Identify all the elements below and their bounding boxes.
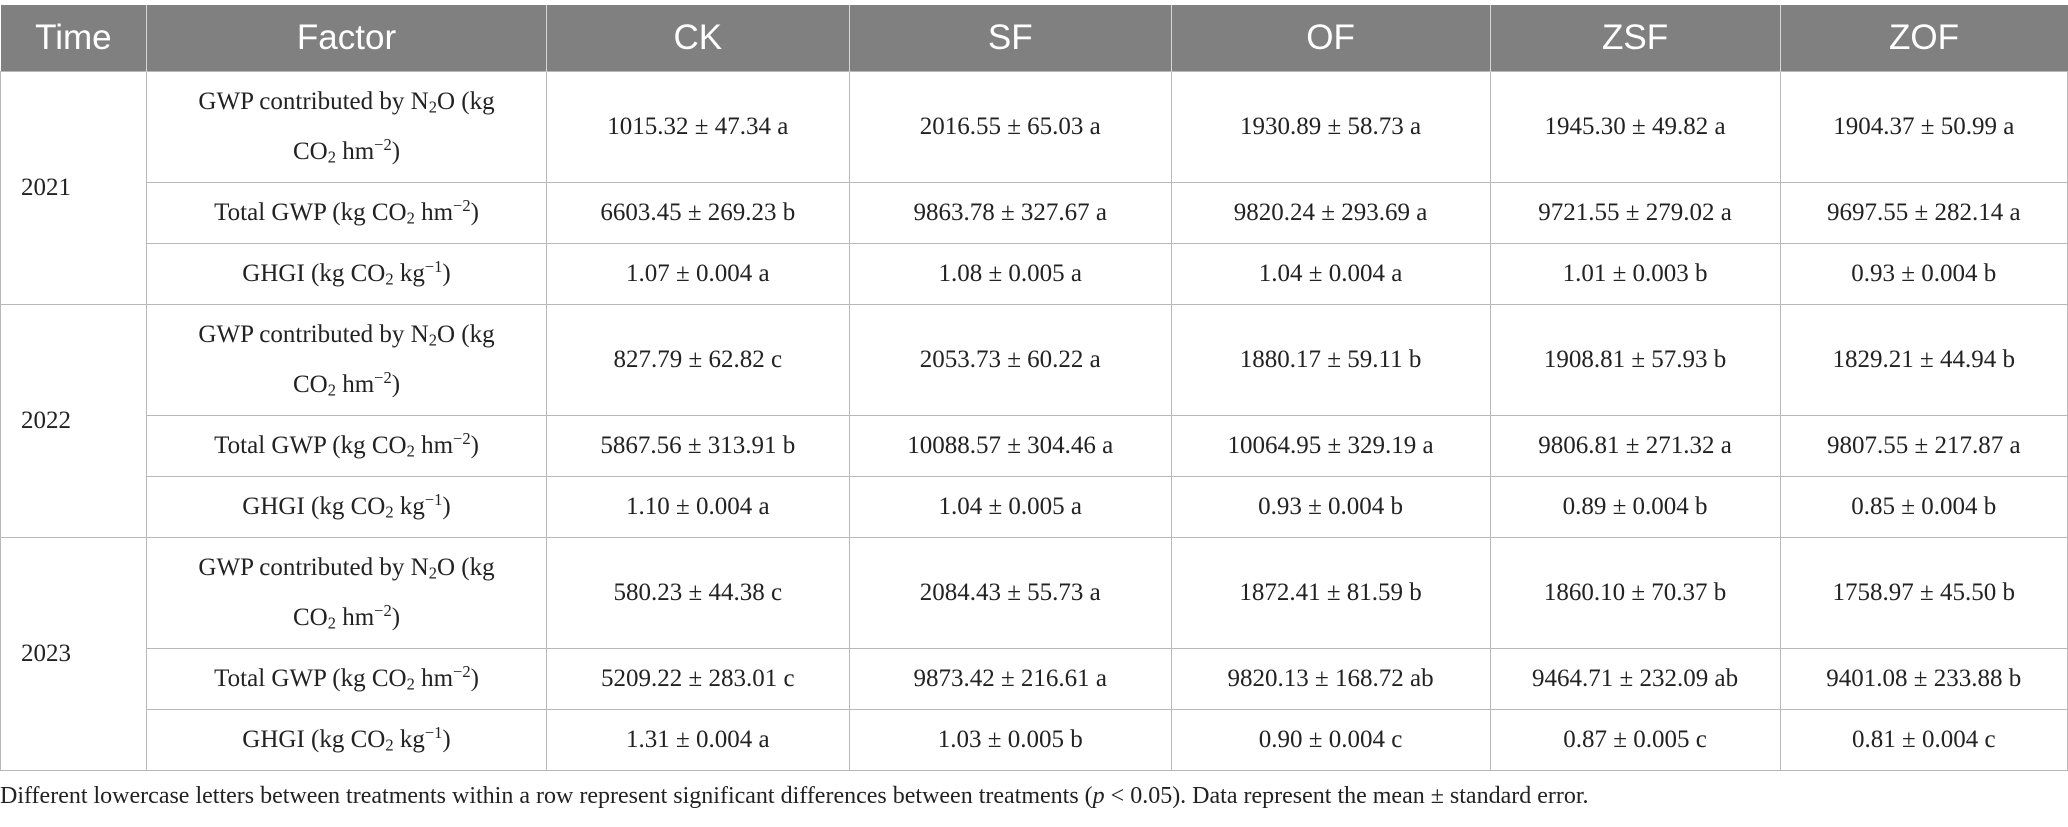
header-zof: ZOF	[1779, 5, 2068, 72]
year-cell: 2022	[0, 304, 148, 538]
header-time: Time	[0, 5, 147, 72]
cell-zsf: 1860.10 ± 70.37 b	[1489, 537, 1781, 649]
cell-of: 9820.24 ± 293.69 a	[1170, 182, 1491, 244]
header-row: Time Factor CK SF OF ZSF ZOF	[0, 5, 2068, 72]
cell-of: 10064.95 ± 329.19 a	[1170, 415, 1491, 477]
cell-of: 1872.41 ± 81.59 b	[1170, 537, 1491, 649]
cell-zof: 9401.08 ± 233.88 b	[1779, 648, 2068, 710]
cell-of: 0.90 ± 0.004 c	[1170, 709, 1491, 771]
cell-sf: 1.08 ± 0.005 a	[848, 243, 1172, 305]
results-table: Time Factor CK SF OF ZSF ZOF 2021 GWP co…	[0, 5, 2068, 771]
cell-zof: 0.93 ± 0.004 b	[1779, 243, 2068, 305]
factor-total-gwp: Total GWP (kg CO2 hm−2)	[146, 415, 547, 477]
cell-of: 1930.89 ± 58.73 a	[1170, 71, 1491, 183]
cell-sf: 9863.78 ± 327.67 a	[848, 182, 1172, 244]
table-row: Total GWP (kg CO2 hm−2) 6603.45 ± 269.23…	[1, 182, 2068, 244]
cell-sf: 2016.55 ± 65.03 a	[848, 71, 1172, 183]
cell-zsf: 9806.81 ± 271.32 a	[1489, 415, 1781, 477]
cell-zof: 1829.21 ± 44.94 b	[1779, 304, 2068, 416]
cell-ck: 580.23 ± 44.38 c	[545, 537, 850, 649]
header-sf: SF	[848, 5, 1172, 72]
factor-total-gwp: Total GWP (kg CO2 hm−2)	[146, 182, 547, 244]
factor-ghgi: GHGI (kg CO2 kg−1)	[146, 476, 547, 538]
cell-sf: 1.04 ± 0.005 a	[848, 476, 1172, 538]
cell-zsf: 1945.30 ± 49.82 a	[1489, 71, 1781, 183]
table-row: GHGI (kg CO2 kg−1) 1.31 ± 0.004 a 1.03 ±…	[1, 709, 2068, 771]
cell-sf: 2053.73 ± 60.22 a	[848, 304, 1172, 416]
cell-zsf: 9721.55 ± 279.02 a	[1489, 182, 1781, 244]
year-cell: 2023	[0, 537, 148, 771]
cell-ck: 1.10 ± 0.004 a	[545, 476, 850, 538]
table-row: Total GWP (kg CO2 hm−2) 5867.56 ± 313.91…	[1, 415, 2068, 477]
factor-gwp-n2o: GWP contributed by N2O (kg CO2 hm−2)	[146, 304, 547, 416]
cell-sf: 2084.43 ± 55.73 a	[848, 537, 1172, 649]
factor-gwp-n2o: GWP contributed by N2O (kg CO2 hm−2)	[146, 537, 547, 649]
cell-of: 1.04 ± 0.004 a	[1170, 243, 1491, 305]
year-cell: 2021	[0, 71, 148, 305]
factor-total-gwp: Total GWP (kg CO2 hm−2)	[146, 648, 547, 710]
cell-zsf: 1908.81 ± 57.93 b	[1489, 304, 1781, 416]
cell-sf: 10088.57 ± 304.46 a	[848, 415, 1172, 477]
cell-ck: 5209.22 ± 283.01 c	[545, 648, 850, 710]
table-body: 2021 GWP contributed by N2O (kg CO2 hm−2)…	[0, 71, 2068, 771]
table-row: Total GWP (kg CO2 hm−2) 5209.22 ± 283.01…	[1, 648, 2068, 710]
footnote-text-1: Different lowercase letters between trea…	[0, 783, 1093, 809]
cell-sf: 1.03 ± 0.005 b	[848, 709, 1172, 771]
footnote-text-2: < 0.05). Data represent the mean ± stand…	[1104, 783, 1589, 809]
factor-ghgi: GHGI (kg CO2 kg−1)	[146, 709, 547, 771]
header-zsf: ZSF	[1489, 5, 1781, 72]
cell-ck: 1015.32 ± 47.34 a	[545, 71, 850, 183]
table-row: 2021 GWP contributed by N2O (kg CO2 hm−2)…	[0, 71, 2068, 305]
cell-zof: 0.81 ± 0.004 c	[1779, 709, 2068, 771]
cell-ck: 827.79 ± 62.82 c	[545, 304, 850, 416]
cell-zsf: 9464.71 ± 232.09 ab	[1489, 648, 1781, 710]
cell-ck: 6603.45 ± 269.23 b	[545, 182, 850, 244]
header-factor: Factor	[146, 5, 547, 72]
cell-zsf: 0.87 ± 0.005 c	[1489, 709, 1781, 771]
table-footnote: Different lowercase letters between trea…	[0, 783, 1589, 810]
factor-ghgi: GHGI (kg CO2 kg−1)	[146, 243, 547, 305]
cell-zof: 1904.37 ± 50.99 a	[1779, 71, 2068, 183]
cell-zof: 9697.55 ± 282.14 a	[1779, 182, 2068, 244]
factor-gwp-n2o: GWP contributed by N2O (kg CO2 hm−2)	[146, 71, 547, 183]
cell-zof: 0.85 ± 0.004 b	[1779, 476, 2068, 538]
cell-ck: 5867.56 ± 313.91 b	[545, 415, 850, 477]
header-of: OF	[1170, 5, 1491, 72]
table-row: 2023 GWP contributed by N2O (kg CO2 hm−2)…	[0, 537, 2068, 771]
cell-zsf: 0.89 ± 0.004 b	[1489, 476, 1781, 538]
cell-ck: 1.31 ± 0.004 a	[545, 709, 850, 771]
cell-sf: 9873.42 ± 216.61 a	[848, 648, 1172, 710]
footnote-p: p	[1092, 783, 1105, 809]
table-row: 2022 GWP contributed by N2O (kg CO2 hm−2)…	[0, 304, 2068, 538]
cell-of: 1880.17 ± 59.11 b	[1170, 304, 1491, 416]
table-row: GHGI (kg CO2 kg−1) 1.07 ± 0.004 a 1.08 ±…	[1, 243, 2068, 305]
cell-zof: 1758.97 ± 45.50 b	[1779, 537, 2068, 649]
cell-zsf: 1.01 ± 0.003 b	[1489, 243, 1781, 305]
cell-of: 9820.13 ± 168.72 ab	[1170, 648, 1491, 710]
table-row: GHGI (kg CO2 kg−1) 1.10 ± 0.004 a 1.04 ±…	[1, 476, 2068, 538]
cell-of: 0.93 ± 0.004 b	[1170, 476, 1491, 538]
header-ck: CK	[545, 5, 850, 72]
cell-ck: 1.07 ± 0.004 a	[545, 243, 850, 305]
cell-zof: 9807.55 ± 217.87 a	[1779, 415, 2068, 477]
